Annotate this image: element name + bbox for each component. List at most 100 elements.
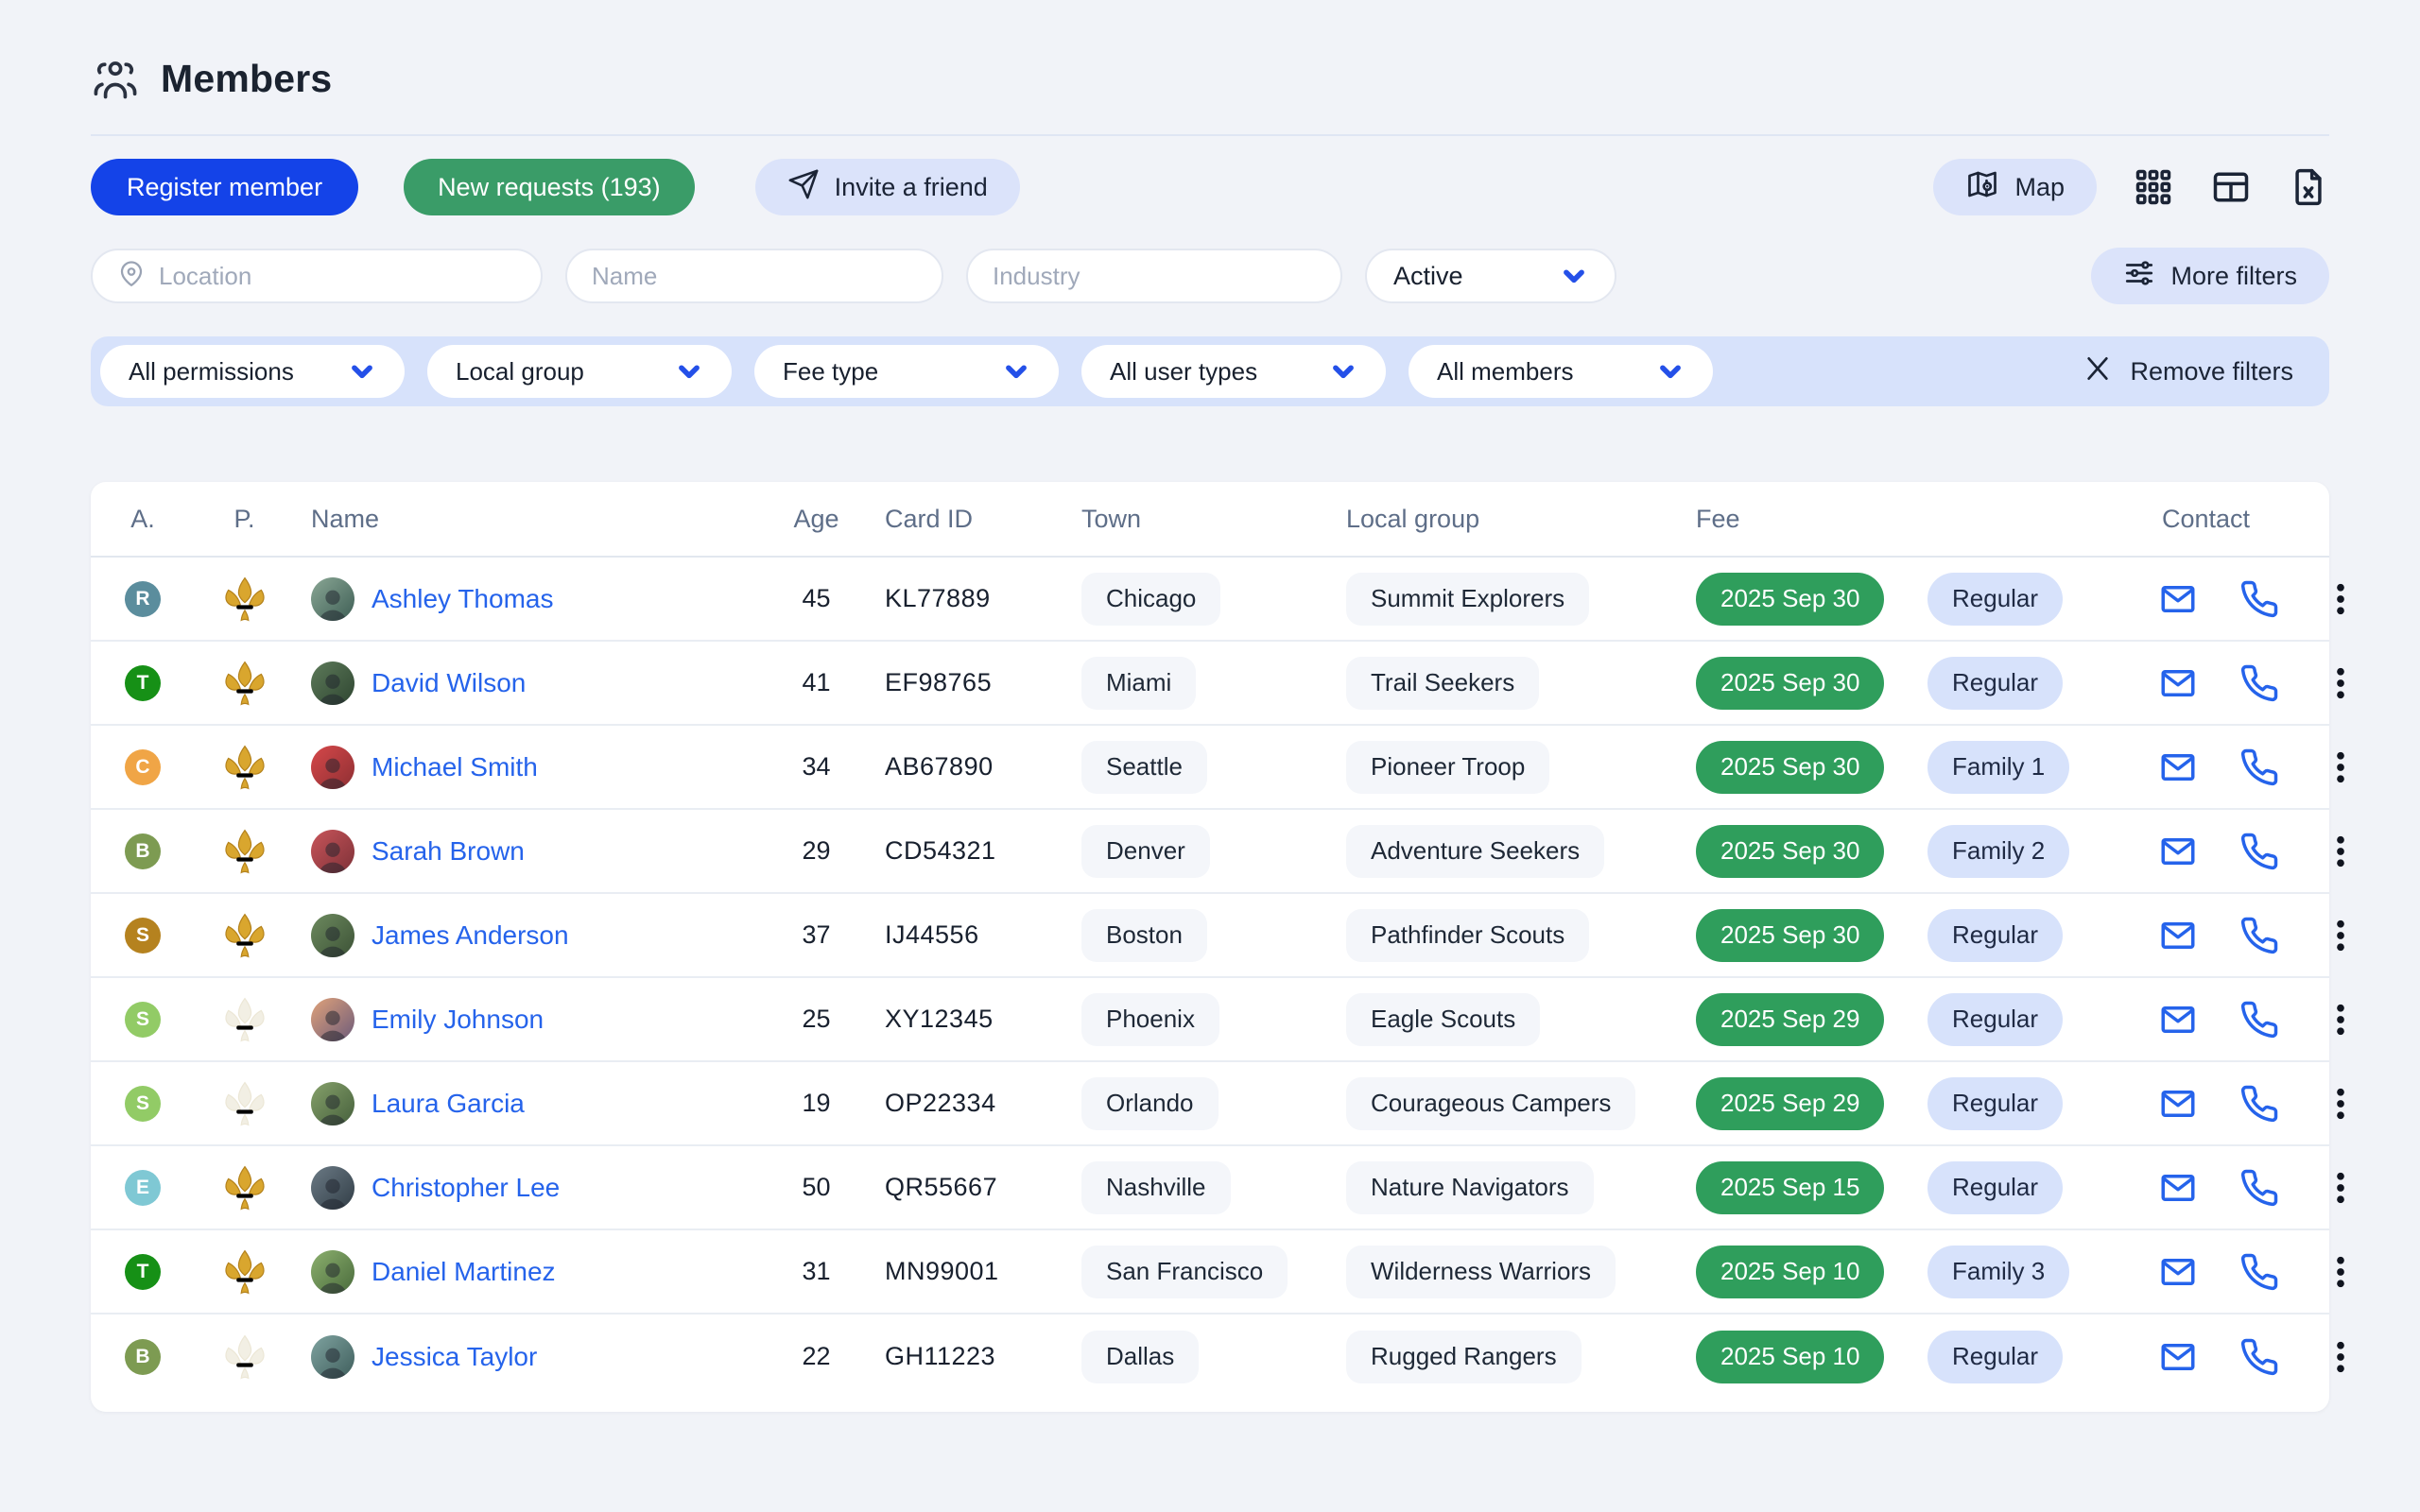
status-badge: B: [125, 833, 161, 869]
email-icon[interactable]: [2158, 832, 2198, 871]
town-pill: Denver: [1081, 824, 1210, 878]
member-name-link[interactable]: Laura Garcia: [372, 1088, 525, 1118]
phone-icon[interactable]: [2239, 663, 2279, 703]
phone-icon[interactable]: [2239, 1252, 2279, 1292]
member-name-link[interactable]: Michael Smith: [372, 751, 538, 782]
status-select[interactable]: Active: [1365, 249, 1616, 303]
avatar: [311, 997, 354, 1041]
email-icon[interactable]: [2158, 579, 2198, 619]
kebab-menu-icon[interactable]: [2321, 1337, 2360, 1377]
location-input[interactable]: [159, 261, 516, 291]
local-group-pill: Adventure Seekers: [1346, 824, 1605, 878]
export-excel-icon[interactable]: [2288, 166, 2329, 208]
location-field[interactable]: [91, 249, 543, 303]
email-icon[interactable]: [2158, 663, 2198, 703]
phone-icon[interactable]: [2239, 832, 2279, 871]
email-icon[interactable]: [2158, 1252, 2198, 1292]
user-types-filter-select[interactable]: All user types: [1081, 345, 1386, 398]
kebab-menu-icon[interactable]: [2321, 663, 2360, 703]
town-pill: Seattle: [1081, 740, 1207, 794]
fee-date-pill: 2025 Sep 10: [1696, 1330, 1885, 1383]
phone-icon[interactable]: [2239, 747, 2279, 787]
avatar: [311, 913, 354, 957]
email-icon[interactable]: [2158, 1084, 2198, 1124]
kebab-menu-icon[interactable]: [2321, 1252, 2360, 1292]
phone-icon[interactable]: [2239, 1000, 2279, 1040]
col-header-town: Town: [1081, 504, 1142, 533]
email-icon[interactable]: [2158, 916, 2198, 955]
member-name-link[interactable]: James Anderson: [372, 919, 569, 950]
kebab-menu-icon[interactable]: [2321, 1084, 2360, 1124]
name-field[interactable]: [565, 249, 943, 303]
kebab-menu-icon[interactable]: [2321, 1000, 2360, 1040]
member-name-link[interactable]: Daniel Martinez: [372, 1256, 556, 1286]
invite-friend-button[interactable]: Invite a friend: [754, 159, 1020, 215]
chevron-down-icon: [1560, 262, 1588, 290]
fee-date-pill: 2025 Sep 30: [1696, 908, 1885, 962]
age-cell: 37: [802, 920, 831, 949]
local-group-filter-select[interactable]: Local group: [427, 345, 732, 398]
member-name-link[interactable]: Jessica Taylor: [372, 1341, 538, 1371]
email-icon[interactable]: [2158, 1337, 2198, 1377]
paper-plane-icon: [787, 168, 820, 207]
member-name-link[interactable]: Ashley Thomas: [372, 583, 554, 613]
email-icon[interactable]: [2158, 1000, 2198, 1040]
more-filters-label: More filters: [2170, 261, 2297, 290]
email-icon[interactable]: [2158, 747, 2198, 787]
fee-type-pill: Family 1: [1927, 740, 2070, 794]
members-filter-select[interactable]: All members: [1409, 345, 1713, 398]
phone-icon[interactable]: [2239, 1168, 2279, 1208]
kebab-menu-icon[interactable]: [2321, 579, 2360, 619]
kebab-menu-icon[interactable]: [2321, 916, 2360, 955]
local-group-pill: Pioneer Troop: [1346, 740, 1550, 794]
fleur-de-lis-icon: [222, 1081, 268, 1126]
fleur-de-lis-icon: [222, 1249, 268, 1295]
local-group-filter-label: Local group: [456, 356, 584, 386]
local-group-pill: Rugged Rangers: [1346, 1330, 1582, 1383]
avatar: [311, 829, 354, 873]
kebab-menu-icon[interactable]: [2321, 832, 2360, 871]
more-filters-button[interactable]: More filters: [2091, 248, 2329, 304]
kebab-menu-icon[interactable]: [2321, 747, 2360, 787]
user-types-filter-label: All user types: [1110, 356, 1258, 386]
map-button[interactable]: Map: [1933, 159, 2097, 215]
fee-type-pill: Family 2: [1927, 824, 2070, 878]
industry-input[interactable]: [993, 261, 1316, 291]
phone-icon[interactable]: [2239, 1084, 2279, 1124]
grid-view-icon[interactable]: [2133, 166, 2174, 208]
industry-field[interactable]: [966, 249, 1342, 303]
remove-filters-label: Remove filters: [2130, 356, 2293, 386]
fee-date-pill: 2025 Sep 30: [1696, 824, 1885, 878]
age-cell: 22: [802, 1342, 831, 1370]
table-row: E Christopher Lee 50 QR55667 Nashville N…: [91, 1146, 2344, 1230]
phone-icon[interactable]: [2239, 1337, 2279, 1377]
member-name-link[interactable]: Christopher Lee: [372, 1172, 561, 1202]
remove-filters-button[interactable]: Remove filters: [2083, 353, 2293, 390]
phone-icon[interactable]: [2239, 579, 2279, 619]
town-pill: San Francisco: [1081, 1245, 1288, 1298]
age-cell: 50: [802, 1173, 831, 1201]
fee-type-filter-select[interactable]: Fee type: [754, 345, 1059, 398]
name-input[interactable]: [592, 261, 917, 291]
table-row: B Sarah Brown 29 CD54321 Denver Adventur…: [91, 810, 2344, 894]
card-id-cell: CD54321: [885, 836, 996, 865]
table-row: T David Wilson 41 EF98765 Miami Trail Se…: [91, 642, 2344, 726]
member-name-link[interactable]: David Wilson: [372, 667, 527, 697]
new-requests-button[interactable]: New requests (193): [404, 159, 695, 215]
permissions-filter-select[interactable]: All permissions: [100, 345, 405, 398]
table-view-icon[interactable]: [2210, 166, 2252, 208]
local-group-pill: Eagle Scouts: [1346, 992, 1541, 1046]
status-select-value: Active: [1393, 261, 1463, 290]
kebab-menu-icon[interactable]: [2321, 1168, 2360, 1208]
avatar: [311, 661, 354, 705]
member-name-link[interactable]: Sarah Brown: [372, 835, 525, 866]
local-group-pill: Summit Explorers: [1346, 572, 1590, 626]
email-icon[interactable]: [2158, 1168, 2198, 1208]
avatar: [311, 1165, 354, 1210]
register-member-button[interactable]: Register member: [91, 159, 359, 215]
member-name-link[interactable]: Emily Johnson: [372, 1004, 544, 1034]
avatar: [311, 1081, 354, 1125]
toolbar-right: Map: [1933, 159, 2329, 215]
phone-icon[interactable]: [2239, 916, 2279, 955]
table-row: S Emily Johnson 25 XY12345 Phoenix Eagle…: [91, 978, 2344, 1062]
